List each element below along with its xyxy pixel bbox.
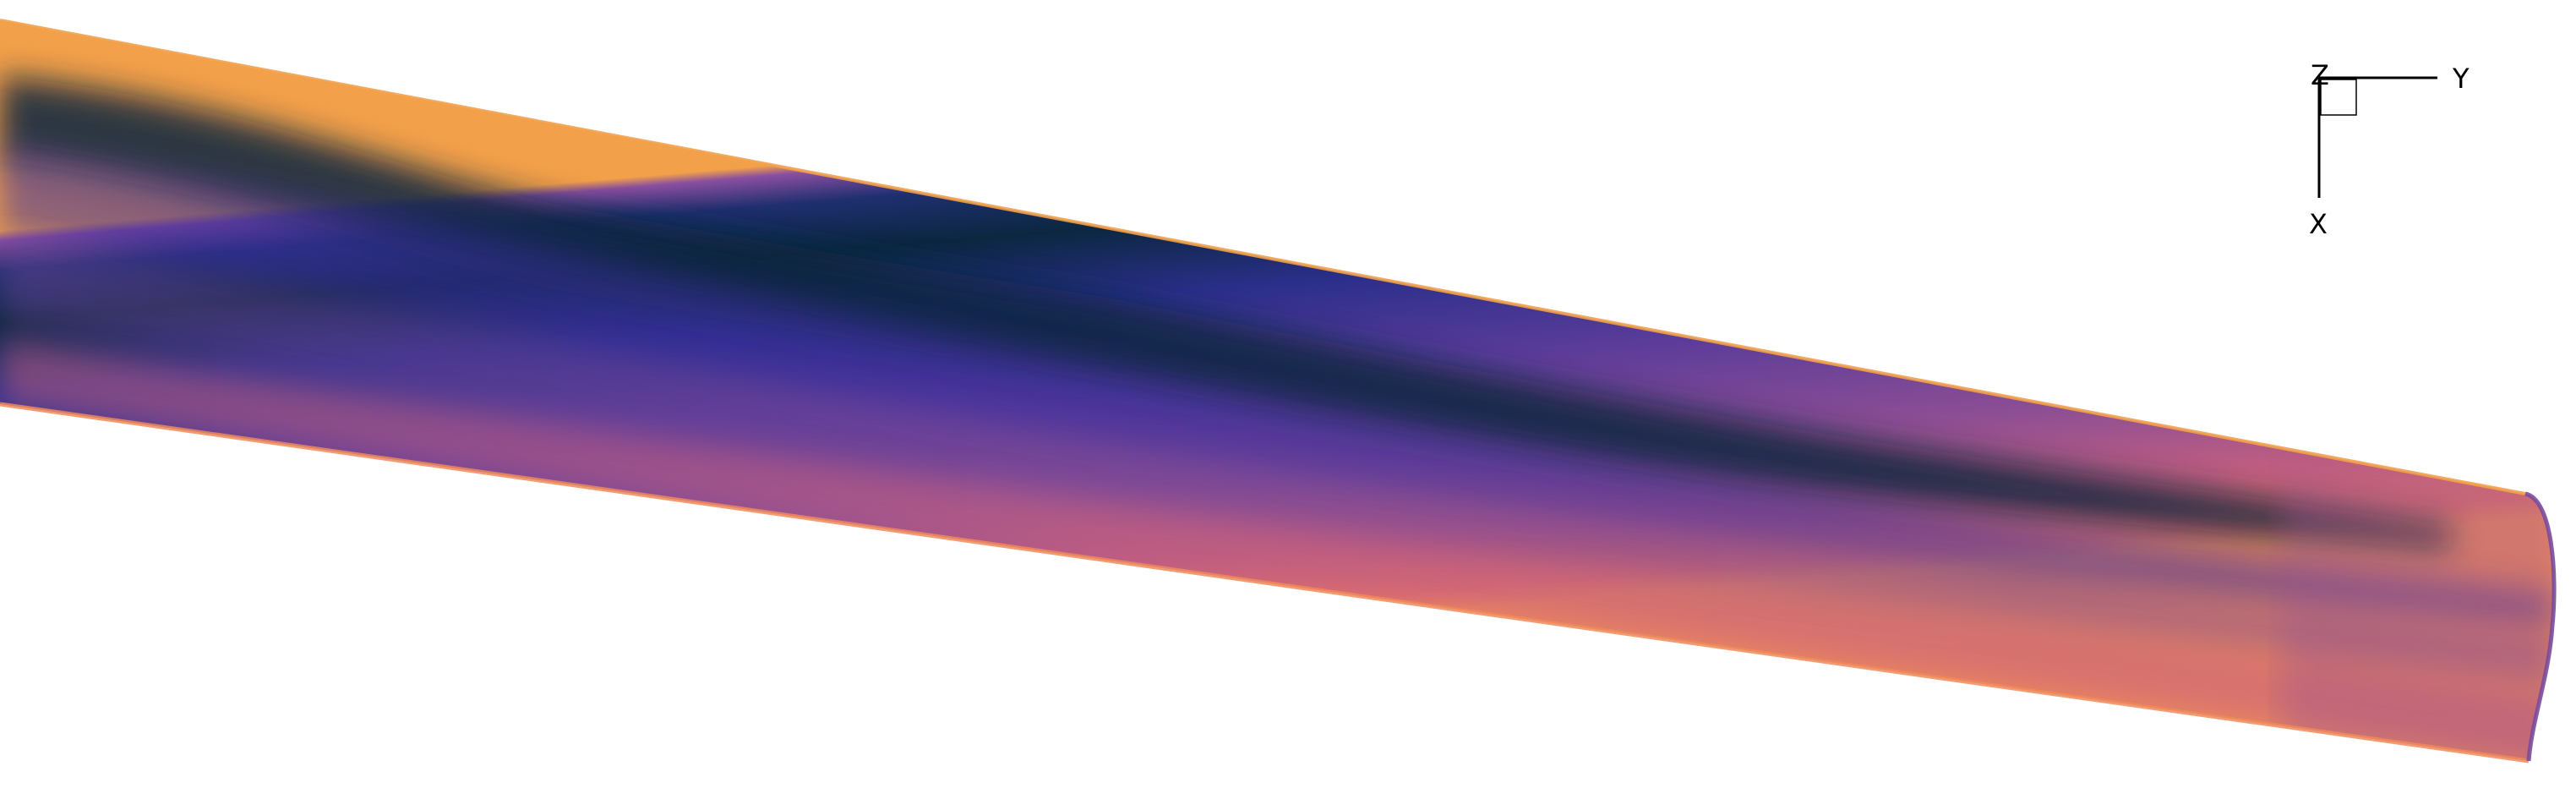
wing-surface[interactable] [0, 20, 2561, 778]
axes-triad: Z Y X [2309, 59, 2470, 240]
z-axis-box [2320, 79, 2357, 116]
dark-band [0, 76, 2451, 550]
leading-edge [0, 19, 2526, 495]
trailing-edge [0, 402, 2530, 763]
mauve-band [0, 338, 2552, 761]
tip-wash [2282, 473, 2555, 761]
x-axis-label: X [2309, 208, 2328, 240]
purple-band [0, 237, 2552, 676]
wing-tip [2524, 491, 2557, 762]
z-axis-label: Z [2311, 59, 2329, 91]
y-axis-label: Y [2452, 63, 2470, 95]
